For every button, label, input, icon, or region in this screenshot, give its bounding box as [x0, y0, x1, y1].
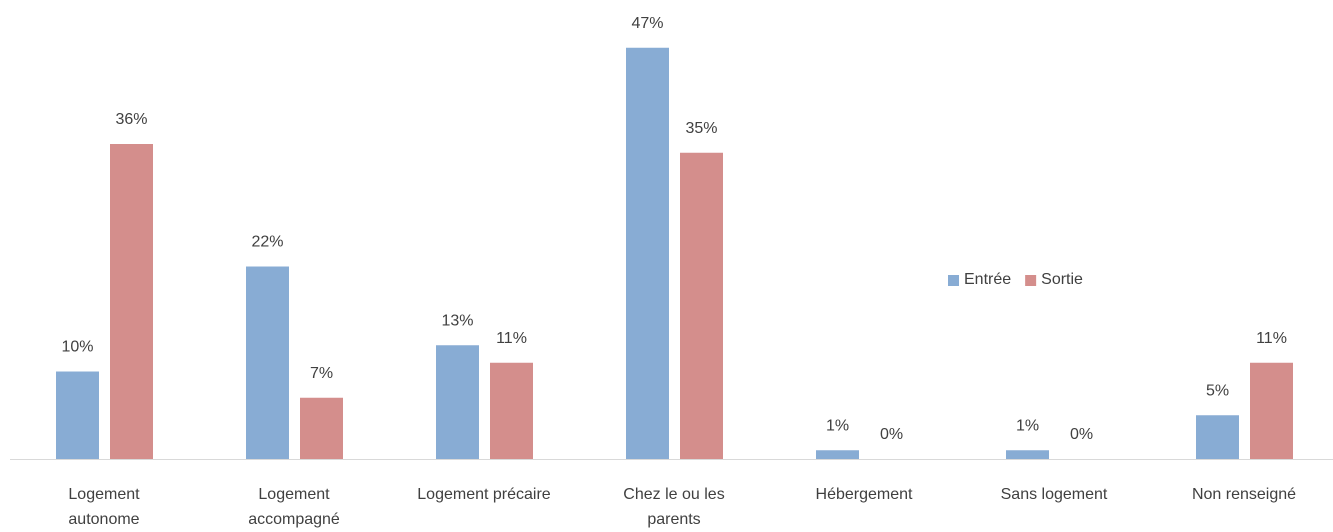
bar — [300, 397, 343, 459]
x-tick-label: Logement précaire — [417, 486, 551, 503]
x-tick-label: Hébergement — [815, 486, 913, 503]
x-tick-label: Chez le ou les parents — [623, 486, 725, 528]
x-tick-label: Non renseigné — [1191, 486, 1297, 503]
legend-swatch — [948, 275, 959, 286]
data-label: 22% — [251, 234, 283, 251]
data-label: 0% — [880, 426, 903, 443]
data-label: 1% — [1016, 417, 1039, 434]
data-label: 0% — [1070, 426, 1093, 443]
bar — [1006, 450, 1049, 459]
bar — [56, 371, 99, 459]
legend-label: Sortie — [1041, 271, 1083, 288]
bar — [816, 450, 859, 459]
x-tick-label: Logement autonome — [68, 486, 140, 528]
bar — [680, 152, 723, 459]
data-label: 1% — [826, 417, 849, 434]
bar — [1250, 362, 1293, 459]
bar — [110, 144, 153, 459]
bar — [626, 47, 669, 459]
data-label: 5% — [1206, 382, 1229, 399]
data-label: 10% — [61, 339, 93, 356]
data-label: 35% — [685, 120, 717, 137]
data-label: 7% — [310, 365, 333, 382]
x-tick-label: Logement accompagné — [248, 486, 340, 528]
bar — [1196, 415, 1239, 459]
data-label: 11% — [1256, 330, 1287, 347]
bar — [436, 345, 479, 459]
data-label: 47% — [631, 15, 663, 32]
data-label: 11% — [496, 330, 527, 347]
bar — [246, 266, 289, 459]
legend-label: Entrée — [964, 271, 1011, 288]
data-label: 36% — [115, 111, 147, 128]
legend-swatch — [1025, 275, 1037, 286]
bar — [490, 362, 533, 459]
x-tick-label: Sans logement — [1000, 486, 1108, 503]
data-label: 13% — [441, 312, 473, 329]
